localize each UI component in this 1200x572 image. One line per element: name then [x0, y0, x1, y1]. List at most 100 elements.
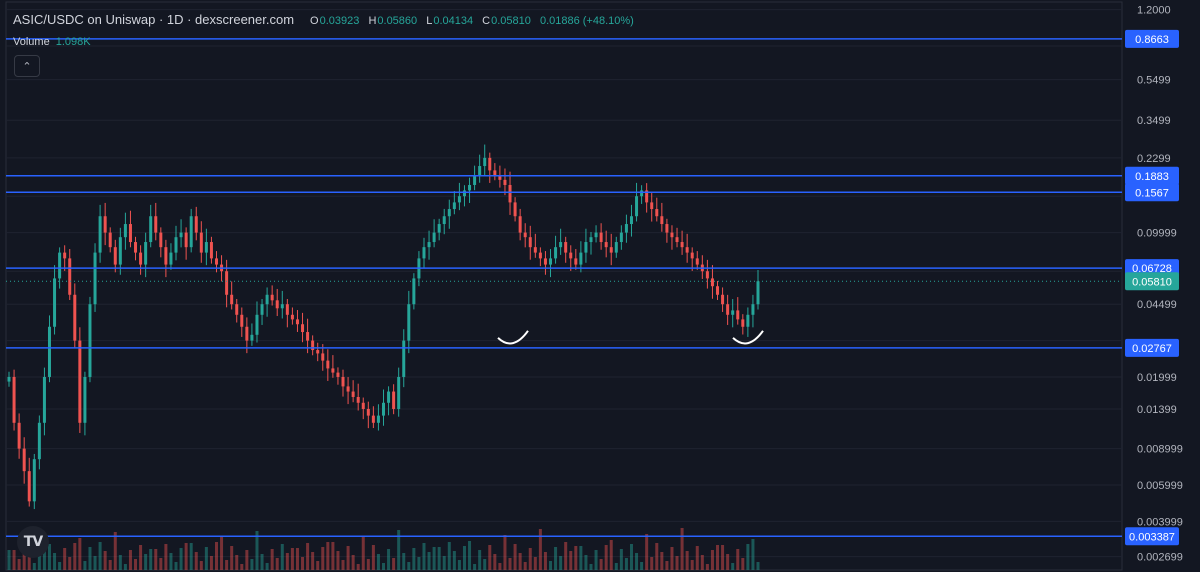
- volume-bar-73: [376, 554, 380, 570]
- volume-bar-102: [523, 562, 527, 570]
- candle-body-94: [483, 157, 487, 167]
- volume-bar-22: [118, 555, 122, 570]
- volume-bar-31: [164, 544, 168, 570]
- volume-bar-121: [619, 549, 623, 570]
- volume-bar-122: [624, 558, 628, 570]
- candle-body-12: [68, 258, 72, 295]
- volume-bar-141: [721, 545, 725, 570]
- volume-bar-9: [53, 553, 57, 570]
- candle-body-59: [306, 332, 310, 341]
- candle-body-127: [650, 202, 654, 210]
- volume-bar-98: [503, 535, 507, 570]
- volume-bar-110: [564, 542, 568, 570]
- candle-body-14: [78, 340, 82, 423]
- volume-bar-132: [675, 556, 679, 570]
- volume-bar-79: [407, 562, 411, 570]
- volume-bar-74: [382, 563, 385, 570]
- candle-body-92: [473, 175, 477, 185]
- candle-body-62: [321, 353, 325, 361]
- volume-bar-117: [599, 559, 603, 570]
- candle-body-54: [280, 304, 284, 309]
- y-tick-label-13: 0.005999: [1137, 480, 1183, 492]
- volume-bar-75: [387, 549, 391, 570]
- candle-body-93: [478, 166, 482, 176]
- candle-body-87: [447, 209, 451, 217]
- volume-bar-45: [235, 555, 239, 570]
- candle-body-5: [32, 459, 36, 502]
- y-tick-label-0: 1.2000: [1137, 5, 1171, 17]
- volume-bar-59: [306, 543, 310, 570]
- candle-body-89: [457, 196, 461, 203]
- candle-body-51: [265, 294, 269, 305]
- candle-body-130: [665, 224, 669, 233]
- volume-bar-39: [204, 547, 208, 570]
- volume-bar-77: [397, 530, 401, 570]
- volume-bar-89: [457, 560, 461, 570]
- volume-bar-41: [214, 542, 218, 570]
- volume-bar-134: [685, 551, 689, 570]
- y-tick-label-8: 0.04499: [1137, 299, 1177, 311]
- candle-body-25: [134, 242, 138, 253]
- line-tag-label-5: 0.003387: [1129, 531, 1175, 543]
- volume-bar-56: [290, 548, 294, 570]
- y-tick-label-6: 0.09999: [1137, 228, 1177, 240]
- last-price-tag-bg: [1125, 272, 1179, 291]
- volume-bar-26: [139, 545, 143, 570]
- candle-body-60: [311, 340, 315, 351]
- y-tick-label-14: 0.003999: [1137, 516, 1183, 528]
- volume-bar-27: [144, 554, 148, 570]
- candle-body-0: [7, 376, 11, 382]
- volume-bar-49: [255, 531, 259, 570]
- volume-bar-105: [538, 529, 542, 570]
- candle-body-40: [209, 242, 213, 259]
- volume-bar-43: [225, 560, 229, 570]
- candle-body-99: [508, 184, 512, 203]
- line-tag-label-3: 0.06728: [1132, 263, 1172, 275]
- volume-bar-8: [47, 544, 51, 570]
- volume-bar-137: [700, 555, 704, 570]
- line-tag-label-2: 0.1567: [1135, 187, 1169, 199]
- candle-body-110: [564, 242, 568, 253]
- volume-bar-87: [447, 542, 451, 570]
- candle-body-109: [559, 242, 563, 248]
- candle-body-98: [503, 179, 507, 185]
- candle-body-114: [584, 242, 588, 253]
- candle-body-111: [569, 252, 573, 259]
- volume-bar-78: [402, 553, 406, 570]
- candle-body-27: [144, 242, 148, 265]
- candle-body-120: [614, 242, 618, 253]
- candle-body-83: [427, 242, 431, 248]
- volume-bar-21: [113, 532, 117, 570]
- candle-body-91: [468, 184, 472, 191]
- volume-bar-81: [417, 557, 421, 570]
- volume-bar-106: [543, 552, 547, 570]
- volume-bar-96: [493, 554, 497, 570]
- volume-bar-32: [169, 553, 173, 570]
- volume-bar-33: [174, 562, 178, 570]
- volume-bar-113: [579, 546, 583, 570]
- candle-body-45: [235, 304, 239, 315]
- collapse-legend-button[interactable]: ⌃: [14, 55, 40, 77]
- tradingview-logo[interactable]: TV: [17, 526, 49, 558]
- volume-bar-28: [149, 549, 153, 570]
- candle-body-141: [721, 294, 725, 305]
- volume-bar-55: [285, 553, 289, 570]
- volume-bar-139: [710, 550, 714, 570]
- candle-body-56: [290, 314, 294, 320]
- ohlc-high-key: H: [368, 15, 377, 27]
- volume-bar-107: [549, 561, 553, 570]
- volume-bar-80: [412, 548, 416, 570]
- volume-bar-93: [478, 550, 482, 570]
- ohlc-low-key: L: [426, 15, 433, 27]
- volume-bar-38: [199, 561, 203, 570]
- candle-body-129: [660, 216, 664, 225]
- candle-body-71: [366, 408, 370, 416]
- candle-body-55: [285, 304, 289, 315]
- y-tick-label-15: 0.002699: [1137, 552, 1183, 564]
- line-tag-bg-1: [1125, 166, 1179, 185]
- volume-bar-142: [726, 554, 730, 570]
- candle-body-88: [452, 202, 456, 210]
- candle-body-2: [17, 422, 21, 449]
